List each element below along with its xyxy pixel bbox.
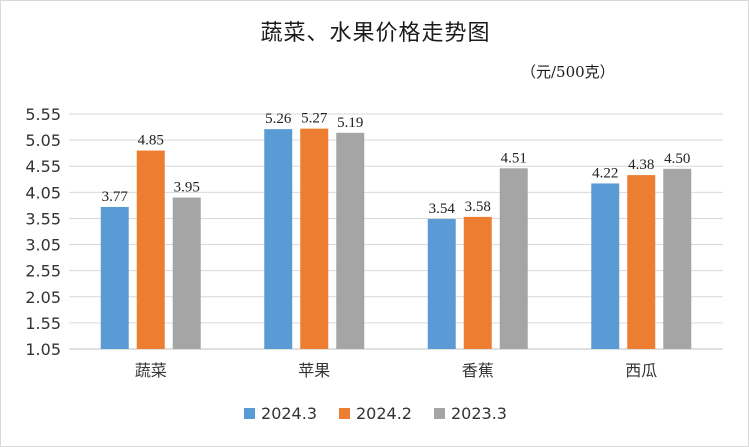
bar-2024.2-香蕉: [463, 216, 492, 349]
y-tick-label: 4.55: [25, 157, 61, 176]
data-label: 4.50: [664, 151, 690, 167]
data-label: 4.51: [501, 150, 527, 166]
bar-2024.2-苹果: [300, 128, 329, 349]
bar-2024.2-蔬菜: [136, 150, 165, 349]
bar-2024.2-西瓜: [627, 175, 656, 349]
grid-lines: [69, 113, 723, 350]
y-tick-label: 3.55: [25, 209, 61, 228]
x-category-label: 西瓜: [625, 361, 657, 380]
data-labels: 3.77 4.85 3.95 5.26 5.27 5.19 3.54 3.58 4.51 4.22…: [102, 111, 691, 217]
x-category-label: 苹果: [298, 361, 330, 380]
data-label: 5.27: [301, 111, 328, 127]
data-label: 3.77: [102, 189, 129, 205]
bar-2024.3-香蕉: [427, 218, 456, 349]
y-tick-label: 3.05: [25, 236, 61, 255]
legend-item-series-0: 2024.3: [244, 404, 317, 423]
chart-unit: （元/500克）: [521, 63, 615, 81]
legend-item-series-1: 2024.2: [339, 404, 412, 423]
legend: 2024.3 2024.2 2023.3: [1, 404, 749, 423]
legend-label: 2024.3: [261, 404, 317, 423]
y-tick-label: 1.05: [25, 340, 61, 359]
bar-2023.3-西瓜: [663, 168, 692, 349]
data-label: 3.95: [174, 180, 200, 196]
y-tick-label: 5.05: [25, 131, 61, 150]
bar-2023.3-蔬菜: [172, 197, 201, 349]
bar-chart: 1.05 1.55 2.05 2.55 3.05 3.55 4.05 4.55 5.05 5.55…: [25, 105, 723, 380]
legend-label: 2023.3: [450, 404, 507, 423]
bar-2024.3-蔬菜: [100, 206, 129, 349]
legend-item-series-2: 2023.3: [433, 404, 507, 423]
x-category-label: 香蕉: [462, 361, 494, 380]
data-label: 4.38: [628, 157, 654, 173]
bar-2024.3-西瓜: [591, 183, 620, 349]
y-axis: 1.05 1.55 2.05 2.55 3.05 3.55 4.05 4.55 5.05 5.55: [25, 105, 61, 359]
x-axis: 蔬菜 苹果 香蕉 西瓜: [135, 361, 658, 380]
legend-swatch: [339, 408, 350, 419]
legend-swatch: [433, 408, 445, 419]
y-tick-label: 5.55: [25, 105, 61, 124]
legend-swatch: [244, 408, 256, 419]
y-tick-label: 1.55: [25, 314, 61, 333]
bar-2024.3-苹果: [264, 129, 293, 349]
x-category-label: 蔬菜: [135, 361, 167, 380]
data-label: 3.54: [429, 201, 456, 217]
data-label: 4.85: [138, 133, 164, 149]
y-tick-label: 2.55: [25, 262, 61, 281]
y-tick-label: 4.05: [25, 183, 61, 202]
y-tick-label: 2.05: [25, 288, 61, 307]
bar-2023.3-苹果: [336, 132, 365, 349]
bar-2023.3-香蕉: [499, 168, 528, 349]
legend-label: 2024.2: [356, 404, 412, 423]
bars: [100, 128, 692, 349]
data-label: 3.58: [465, 199, 491, 215]
data-label: 4.22: [592, 165, 618, 181]
data-label: 5.19: [337, 115, 363, 131]
data-label: 5.26: [265, 111, 292, 127]
chart-title: 蔬菜、水果价格走势图: [260, 21, 491, 46]
